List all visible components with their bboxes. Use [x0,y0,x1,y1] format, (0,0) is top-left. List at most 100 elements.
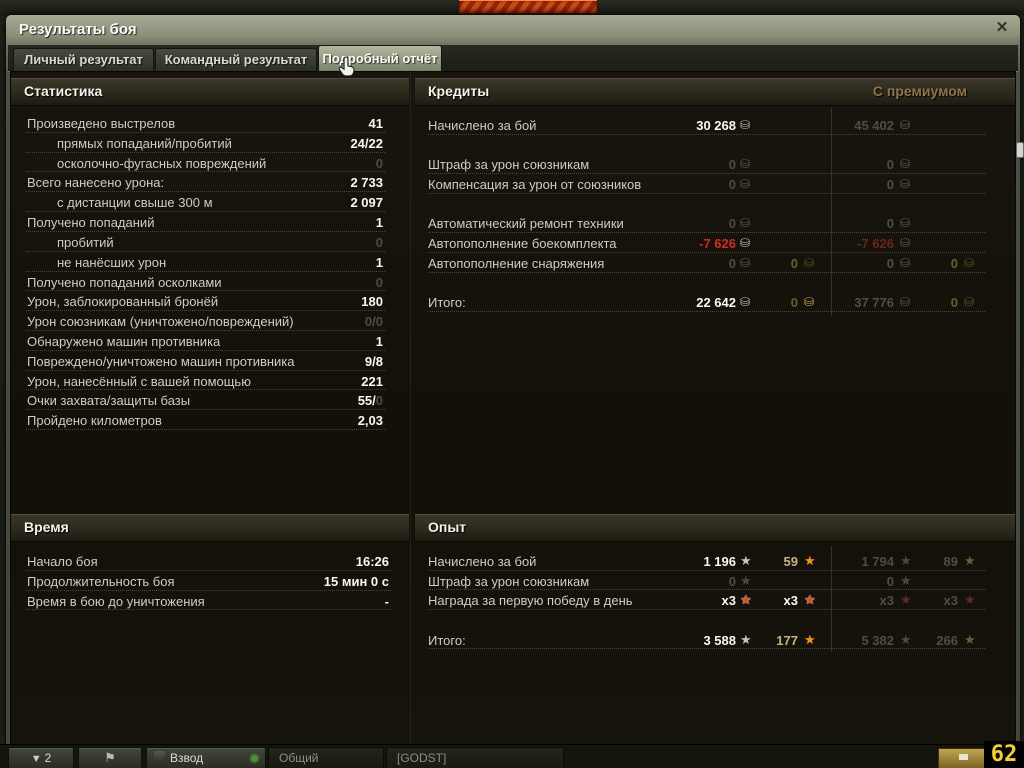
silver-coin-icon: ⛁ [900,295,911,310]
premium-xp-value: 1 794 [861,554,894,569]
xp-value: 0 [728,573,736,589]
table-row: Урон, заблокированный бронёй 180 [26,292,385,312]
silver-coin-icon: ⛁ [900,216,911,231]
first-win-multiplier: x3 [721,593,736,609]
row-label: Получено попаданий осколками [27,274,222,290]
premium-credits-total: 37 776 [854,295,894,311]
row-label: Начало боя [27,554,98,569]
free-xp-value: 59 [783,554,798,569]
row-value: 2 733 [350,175,383,191]
row-label: Штраф за урон союзникам [428,157,590,173]
table-row: Начислено за бой 30 268 ⛁ 45 402 ⛁ [415,116,1015,136]
gold-coin-icon: ⛁ [964,295,975,310]
silver-coin-icon: ⛁ [740,118,751,132]
stats-rows: Произведено выстрелов 41 прямых попаданий… [26,114,385,431]
row-value: 1 [375,254,383,270]
row-label: Всего нанесено урона: [27,175,165,191]
premium-divider [831,546,832,652]
chat-menu-button[interactable] [938,748,986,768]
channel-tab-general[interactable]: Общий [268,747,384,768]
table-row: Произведено выстрелов 41 [26,114,385,134]
row-label: Начислено за бой [428,554,537,569]
credits-total-value: 22 642 [696,295,736,311]
row-value: 0 [375,274,383,290]
row-value: 2 097 [350,195,383,211]
row-label: Урон союзникам (уничтожено/повреждений) [27,314,294,330]
stats-title: Статистика [24,83,103,99]
row-label: Время в бою до уничтожения [27,593,205,609]
gold-coin-icon: ⛁ [964,255,975,270]
table-row: Повреждено/уничтожено машин противника 9/… [26,352,385,372]
row-label: Итого: [428,632,466,648]
scrollbar-handle[interactable] [1016,142,1024,158]
row-spacer [415,611,1015,631]
row-label: Урон, нанесённый с вашей помощью [27,373,251,389]
row-label: Продолжительность боя [27,573,175,589]
premium-credits-value: 0 [886,157,894,173]
table-row: Итого: 22 642 ⛁ 0 ⛁ 37 776 ⛁ 0 ⛁ [415,293,1015,313]
row-label: Обнаружено машин противника [27,333,221,349]
tab-detailed-report[interactable]: Подробный отчёт [318,45,442,71]
tabs-bar: Личный результат Командный результат Под… [8,45,1018,72]
taskbar: ▼ 2 ⚑ Взвод Общий [GODST] 62 [0,741,1024,768]
row-value: 221 [361,373,383,389]
free-xp-total-value: 177 [776,632,798,648]
table-row: Компенсация за урон от союзников 0 ⛁ 0 ⛁ [415,175,1015,195]
missions-button[interactable]: ⚑ [78,747,142,768]
premium-credits-value: -7 626 [857,236,894,252]
row-value: 0/0 [364,314,383,330]
premium-gold-value: 0 [950,255,958,271]
platoon-button[interactable]: Взвод [146,747,266,768]
row-label: Автоматический ремонт техники [428,216,624,232]
credits-title: Кредиты [428,83,490,99]
row-spacer [415,136,1015,156]
silver-coin-icon: ⛁ [740,157,751,172]
table-row: Получено попаданий 1 [26,213,385,233]
xp-star-icon: ★ [900,631,912,647]
free-xp-star-icon: ★ [964,631,976,647]
xp-value: 1 196 [703,554,736,569]
premium-column-title: С премиумом [872,83,967,99]
row-label: Автопополнение снаряжения [428,255,605,271]
row-value: 9/8 [364,353,383,369]
fps-counter: 62 [984,741,1024,768]
shield-icon [154,751,165,764]
row-value: 2,03 [357,413,383,429]
credits-panel-header: Кредиты С премиумом [415,78,1015,106]
silver-coin-icon: ⛁ [900,236,911,251]
table-row: не нанёсших урон 1 [26,253,385,273]
table-row: Штраф за урон союзникам 0 ⛁ 0 ⛁ [415,155,1015,175]
premium-first-win-multiplier: x3 [879,593,894,609]
table-row: Итого: 3 588 ★ 177 ★ 5 382 ★ 266 ★ [415,631,1015,651]
queue-button[interactable]: ▼ 2 [8,747,74,768]
close-icon[interactable]: ✕ [995,19,1009,36]
row-label: Компенсация за урон от союзников [428,177,642,193]
first-win-star-icon: ★ [964,592,976,608]
dialog-content: Статистика Произведено выстрелов 41 прямы… [10,71,1016,745]
tab-personal-result[interactable]: Личный результат [13,48,154,71]
premium-credits-value: 45 402 [854,118,894,133]
row-value: 0 [375,155,383,171]
silver-coin-icon: ⛁ [900,157,911,172]
row-label: пробитий [57,234,114,250]
row-label: Очки захвата/защиты базы [27,393,191,409]
page-title: Результаты боя [19,21,137,38]
row-value: 1 [375,333,383,349]
premium-free-xp-value: 89 [943,554,958,569]
silver-coin-icon: ⛁ [740,216,751,231]
channel-tab-clan[interactable]: [GODST] [386,747,564,768]
tab-team-result[interactable]: Командный результат [155,48,317,71]
credits-value: 30 268 [696,118,736,133]
credits-value: 0 [728,177,736,193]
table-row: Начало боя 16:26 [26,552,391,572]
queue-count: 2 [44,751,52,765]
credits-value: 0 [728,216,736,232]
row-spacer [415,195,1015,215]
gold-coin-icon: ⛁ [804,295,815,310]
table-row: Урон, нанесённый с вашей помощью 221 [26,372,385,392]
free-xp-star-icon: ★ [964,553,976,568]
credits-value: 0 [728,255,736,271]
table-row: Продолжительность боя 15 мин 0 с [26,572,391,592]
silver-coin-icon: ⛁ [900,118,911,132]
